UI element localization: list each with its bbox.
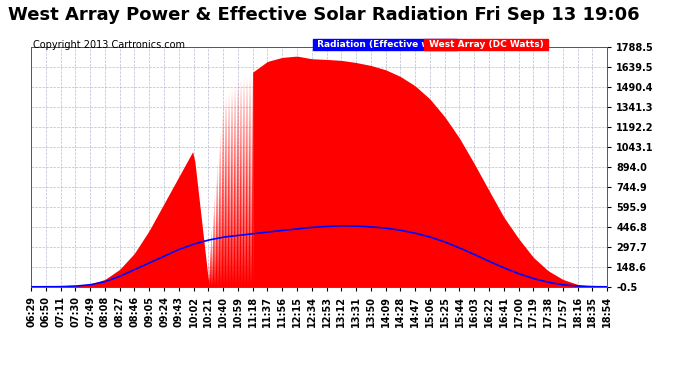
Text: West Array Power & Effective Solar Radiation Fri Sep 13 19:06: West Array Power & Effective Solar Radia… — [8, 6, 640, 24]
Text: West Array (DC Watts): West Array (DC Watts) — [426, 40, 546, 49]
Text: Radiation (Effective w/m2): Radiation (Effective w/m2) — [314, 40, 456, 49]
Text: Copyright 2013 Cartronics.com: Copyright 2013 Cartronics.com — [33, 40, 185, 51]
